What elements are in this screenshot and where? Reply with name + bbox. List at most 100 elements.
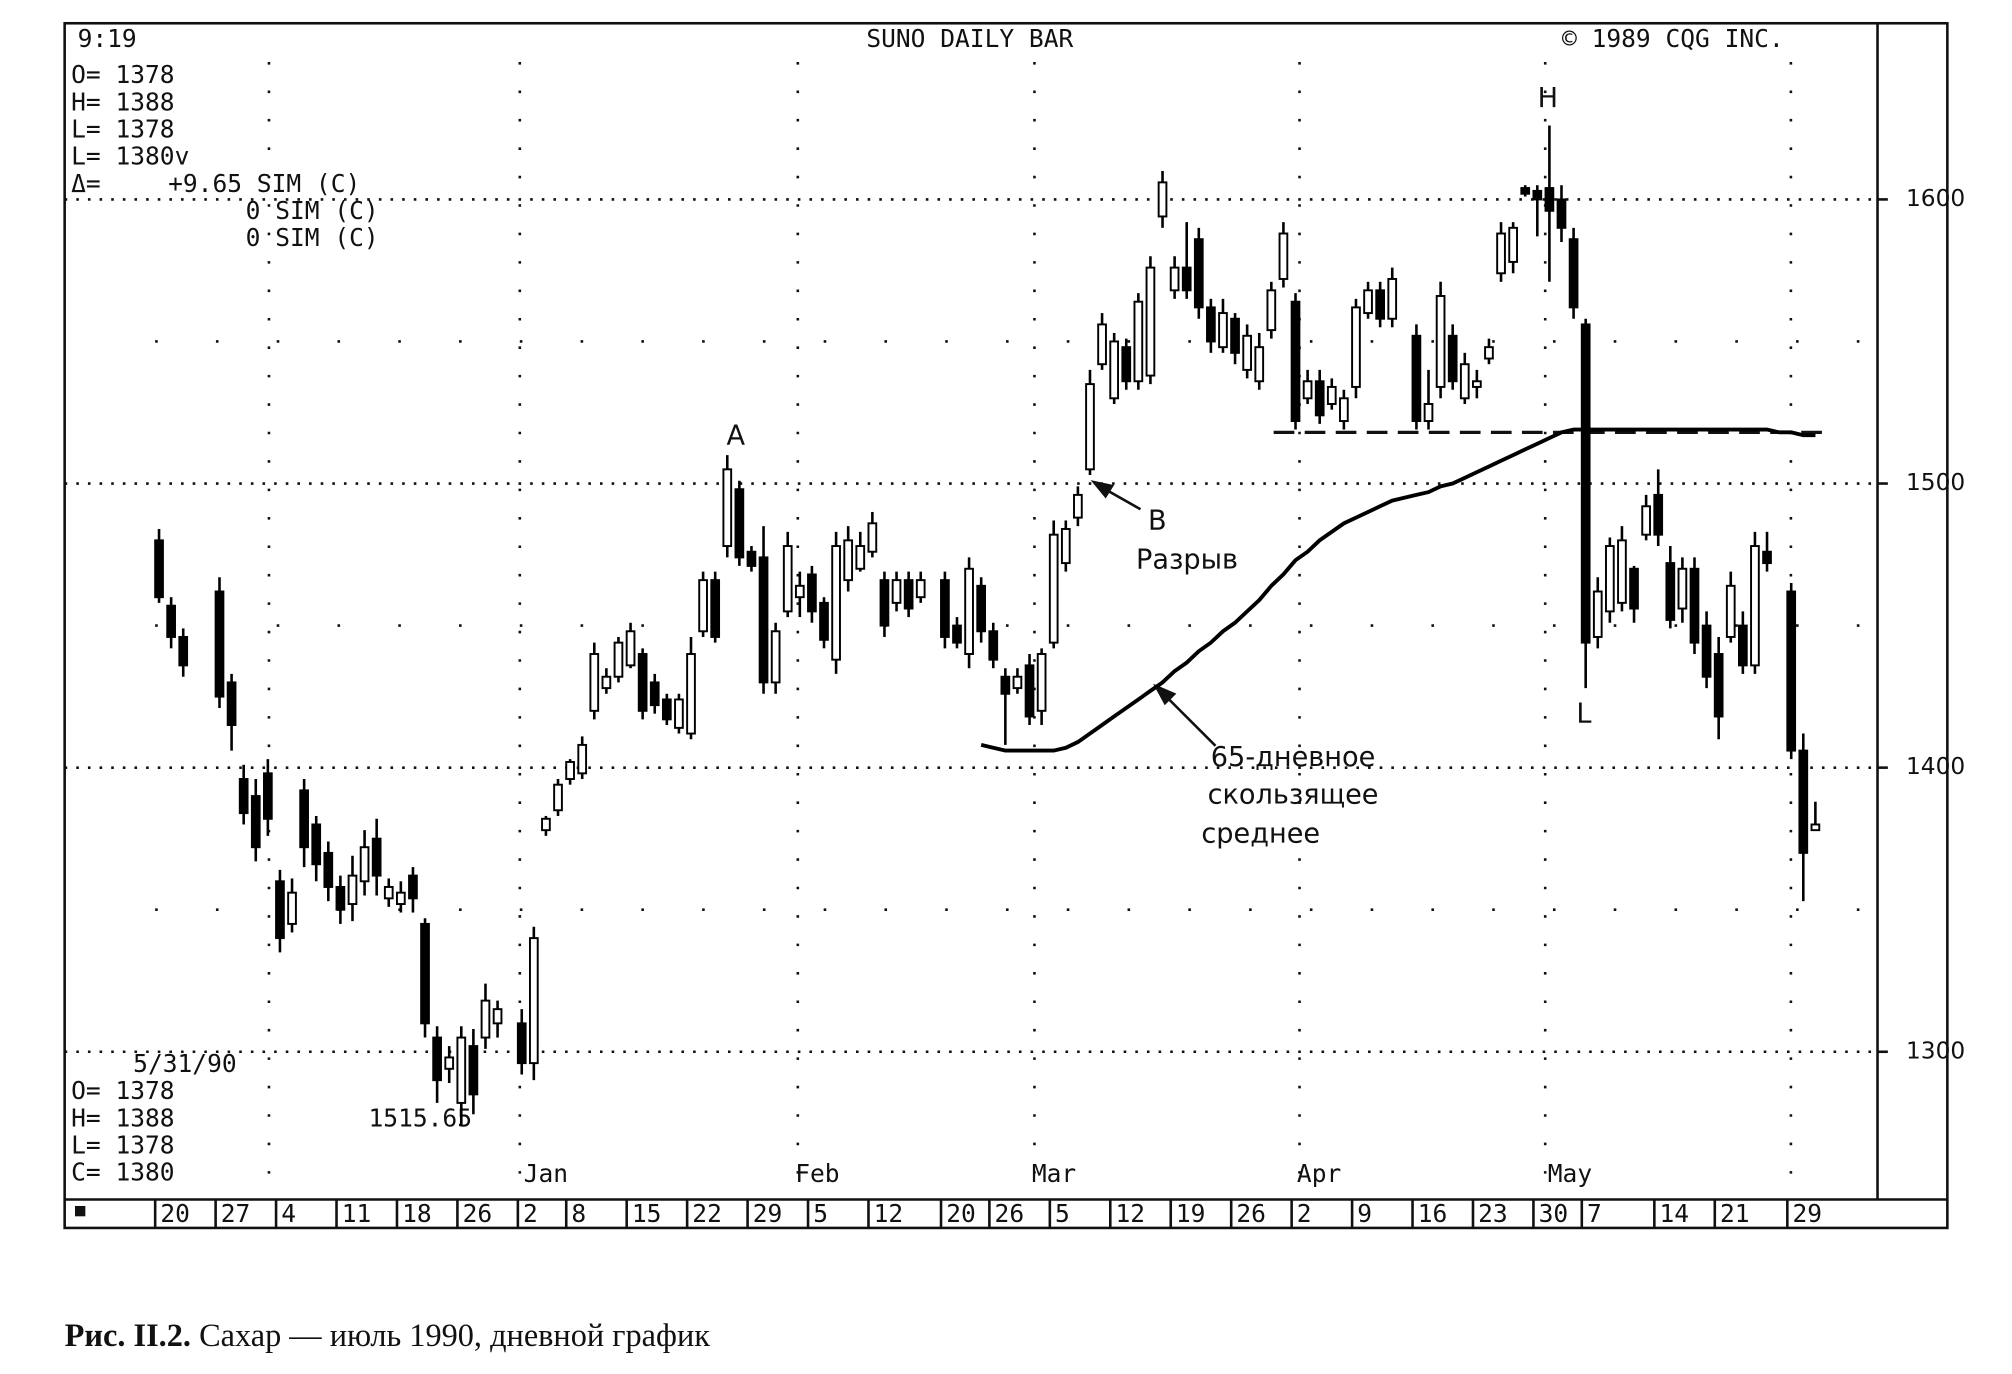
x-tick-label: 12: [1115, 1199, 1145, 1228]
x-tick-label: 5: [813, 1199, 828, 1228]
candle-body: [637, 653, 648, 712]
candle-body: [1048, 533, 1059, 644]
month-label: Feb: [795, 1159, 839, 1188]
x-tick-label: 26: [1236, 1199, 1266, 1228]
candle-body: [1206, 306, 1216, 343]
x-tick-label: 26: [995, 1199, 1025, 1228]
candle-body: [1810, 823, 1821, 832]
candle-body: [263, 772, 273, 820]
candle-body: [383, 886, 394, 900]
delta-line: 0 SIM (C): [246, 223, 379, 252]
candle-body: [1314, 380, 1325, 417]
candle-body: [710, 579, 721, 638]
candle-body: [1701, 624, 1712, 678]
candle-body: [686, 653, 696, 735]
ma-label: скользящее: [1208, 780, 1379, 811]
candle-body: [420, 922, 430, 1025]
candle-body: [698, 579, 708, 633]
candle-body: [722, 468, 733, 548]
x-tick-label: 26: [463, 1199, 493, 1228]
annotation-l: L: [1576, 698, 1591, 729]
candle-body: [661, 698, 672, 721]
candle-body: [940, 579, 950, 638]
candle-body: [1181, 266, 1192, 292]
candle-body: [1713, 653, 1724, 718]
candle-body: [758, 556, 769, 684]
candle-body: [226, 681, 237, 727]
x-tick-label: 21: [1720, 1199, 1750, 1228]
candle-body: [819, 601, 829, 641]
candle-body: [601, 675, 612, 690]
candle-body: [432, 1036, 442, 1082]
candle-body: [867, 522, 878, 553]
candle-body: [879, 579, 890, 627]
candle-body: [1411, 334, 1422, 422]
candle-body: [1447, 334, 1458, 383]
candle-body: [456, 1036, 467, 1104]
candle-body: [589, 653, 600, 712]
x-tick-label: 4: [281, 1199, 296, 1228]
candle-body: [1169, 266, 1180, 292]
caption-text: Сахар — июль 1990, дневной график: [199, 1318, 710, 1354]
candle-body: [746, 550, 757, 567]
candle-body: [976, 584, 987, 633]
annotation-arrows: [1090, 480, 1217, 747]
candle-body: [613, 641, 624, 678]
candle-body: [250, 795, 261, 849]
chart-title: SUNO DAILY BAR: [866, 24, 1073, 53]
candle-body: [516, 1022, 527, 1065]
candle-body: [1060, 528, 1071, 565]
candle-body: [649, 681, 660, 707]
candle-body: [1326, 385, 1337, 405]
candle-body: [1085, 383, 1095, 471]
x-tick-label: 12: [874, 1199, 904, 1228]
date-row-marker: [74, 1205, 86, 1217]
candle-body: [1000, 675, 1011, 695]
candle-body: [1472, 380, 1482, 388]
x-tick-label: 19: [1176, 1199, 1206, 1228]
candle-body: [1496, 232, 1506, 275]
candle-body: [541, 817, 551, 832]
annotation-b: B: [1148, 506, 1167, 537]
candle-body: [1423, 403, 1434, 422]
candle-body: [1677, 567, 1688, 610]
gap-label: Разрыв: [1136, 544, 1238, 575]
candle-body: [1520, 187, 1531, 195]
candle-body: [1351, 306, 1361, 388]
candle-body: [1278, 232, 1289, 280]
candle-body: [1738, 624, 1748, 667]
candle-body: [952, 624, 962, 644]
candle-body: [214, 590, 225, 698]
candle-body: [1157, 181, 1168, 218]
candle-body: [1242, 334, 1253, 371]
candle-body: [1145, 266, 1156, 377]
marker-value: 1515.65: [369, 1103, 472, 1132]
x-tick-label: 14: [1660, 1199, 1690, 1228]
candle-body: [1121, 346, 1132, 383]
candle-body: [988, 630, 999, 661]
candle-body: [553, 783, 563, 812]
month-label: Mar: [1032, 1159, 1076, 1188]
quote-line: C= 1380: [71, 1158, 174, 1187]
x-tick-label: 9: [1357, 1199, 1372, 1228]
candle-body: [843, 539, 854, 582]
candle-body: [625, 630, 636, 667]
copyright: © 1989 CQG INC.: [1562, 24, 1784, 53]
candle-body: [1786, 590, 1797, 752]
candle-body: [782, 545, 793, 613]
ma-label: 65-дневное: [1211, 742, 1376, 773]
candle-body: [891, 579, 902, 604]
candle-body: [299, 789, 309, 849]
quote-line: H= 1388: [71, 1103, 174, 1132]
x-tick-label: 5: [1055, 1199, 1070, 1228]
candle-body: [1459, 363, 1470, 400]
candle-body: [154, 539, 164, 599]
candle-body: [1605, 545, 1615, 613]
x-tick-label: 27: [221, 1199, 251, 1228]
candle-body: [734, 488, 745, 559]
arrow-head: [1153, 683, 1177, 706]
candle-body: [1689, 567, 1700, 644]
x-tick-label: 29: [1793, 1199, 1823, 1228]
